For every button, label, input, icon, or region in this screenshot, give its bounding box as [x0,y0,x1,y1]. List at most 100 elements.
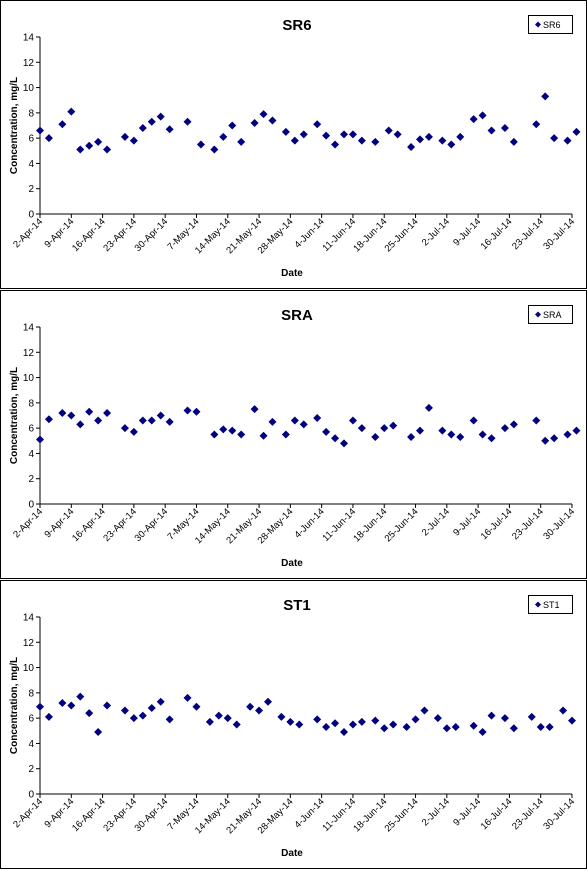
data-point [416,135,424,144]
x-axis-label: Date [281,848,303,859]
data-point [156,112,165,121]
data-point [237,137,246,146]
y-tick-label: 2 [28,474,34,485]
data-point [76,420,85,429]
data-point [500,124,509,133]
data-point [103,145,112,154]
data-point [228,426,237,435]
data-point [250,405,259,414]
data-point [500,714,509,723]
data-point [322,427,331,436]
data-point [183,693,192,702]
data-point [340,439,348,448]
data-point [210,430,219,439]
data-point [478,728,487,737]
data-point [509,137,518,146]
data-point [340,130,348,139]
data-point [487,434,496,443]
data-point [416,426,424,435]
data-point [357,424,366,433]
data-point [138,124,147,133]
y-tick-label: 14 [23,33,35,44]
legend: SRA [528,305,573,324]
data-point [563,430,572,439]
data-point [268,116,277,125]
data-point [313,414,322,423]
data-point [36,702,44,711]
data-point [85,709,94,718]
data-point [259,431,268,440]
data-point [371,137,380,146]
data-point [424,403,433,412]
data-point [94,416,103,425]
data-point [357,717,366,726]
data-point [500,424,509,433]
data-point [424,132,433,141]
data-point [348,720,357,729]
y-tick-label: 12 [23,348,35,359]
data-point [322,722,331,731]
data-point [103,408,112,417]
data-point [67,107,76,116]
y-tick-label: 14 [23,323,35,334]
data-point [420,706,429,715]
data-point [36,126,44,135]
y-tick-label: 4 [28,739,34,750]
chart-frame [0,580,587,869]
x-axis-label: Date [281,268,303,279]
data-point [331,719,340,728]
data-point [559,706,568,715]
data-point [299,130,308,139]
data-point [469,721,478,730]
data-point [44,712,53,721]
data-point [295,720,304,729]
legend-marker [535,311,541,318]
legend-box [528,305,573,324]
data-point [568,716,576,725]
data-point [563,136,572,145]
data-point [250,118,259,127]
data-point [550,434,559,443]
data-point [290,416,299,425]
y-tick-label: 10 [23,373,35,384]
data-point [442,724,451,733]
data-point [76,145,85,154]
data-point [313,715,322,724]
data-point [380,724,389,733]
data-point [103,701,112,710]
data-point [44,415,53,424]
y-tick-label: 6 [28,134,34,145]
data-point [165,417,174,426]
data-point [232,720,241,729]
data-point [509,420,518,429]
data-point [255,706,264,715]
data-point [572,127,581,136]
data-point [259,110,268,119]
data-point [85,141,94,150]
data-point [58,698,67,707]
data-point [58,120,67,129]
y-tick-label: 4 [28,449,34,460]
legend: SR6 [528,15,573,34]
data-point [527,712,536,721]
data-point [389,421,398,430]
legend-label: ST1 [543,600,560,610]
data-point [36,435,44,444]
y-tick-label: 8 [28,398,34,409]
y-tick-label: 10 [23,83,35,94]
data-point [469,416,478,425]
legend-label: SR6 [543,20,561,30]
data-point [340,728,348,737]
data-point [196,140,205,149]
data-point [223,714,232,723]
data-point [67,701,76,710]
y-tick-label: 10 [23,663,35,674]
data-point [299,420,308,429]
data-point [214,711,223,720]
data-point [509,724,518,733]
data-point [205,717,214,726]
data-point [246,702,255,711]
data-point [147,704,156,713]
data-point [286,717,295,726]
